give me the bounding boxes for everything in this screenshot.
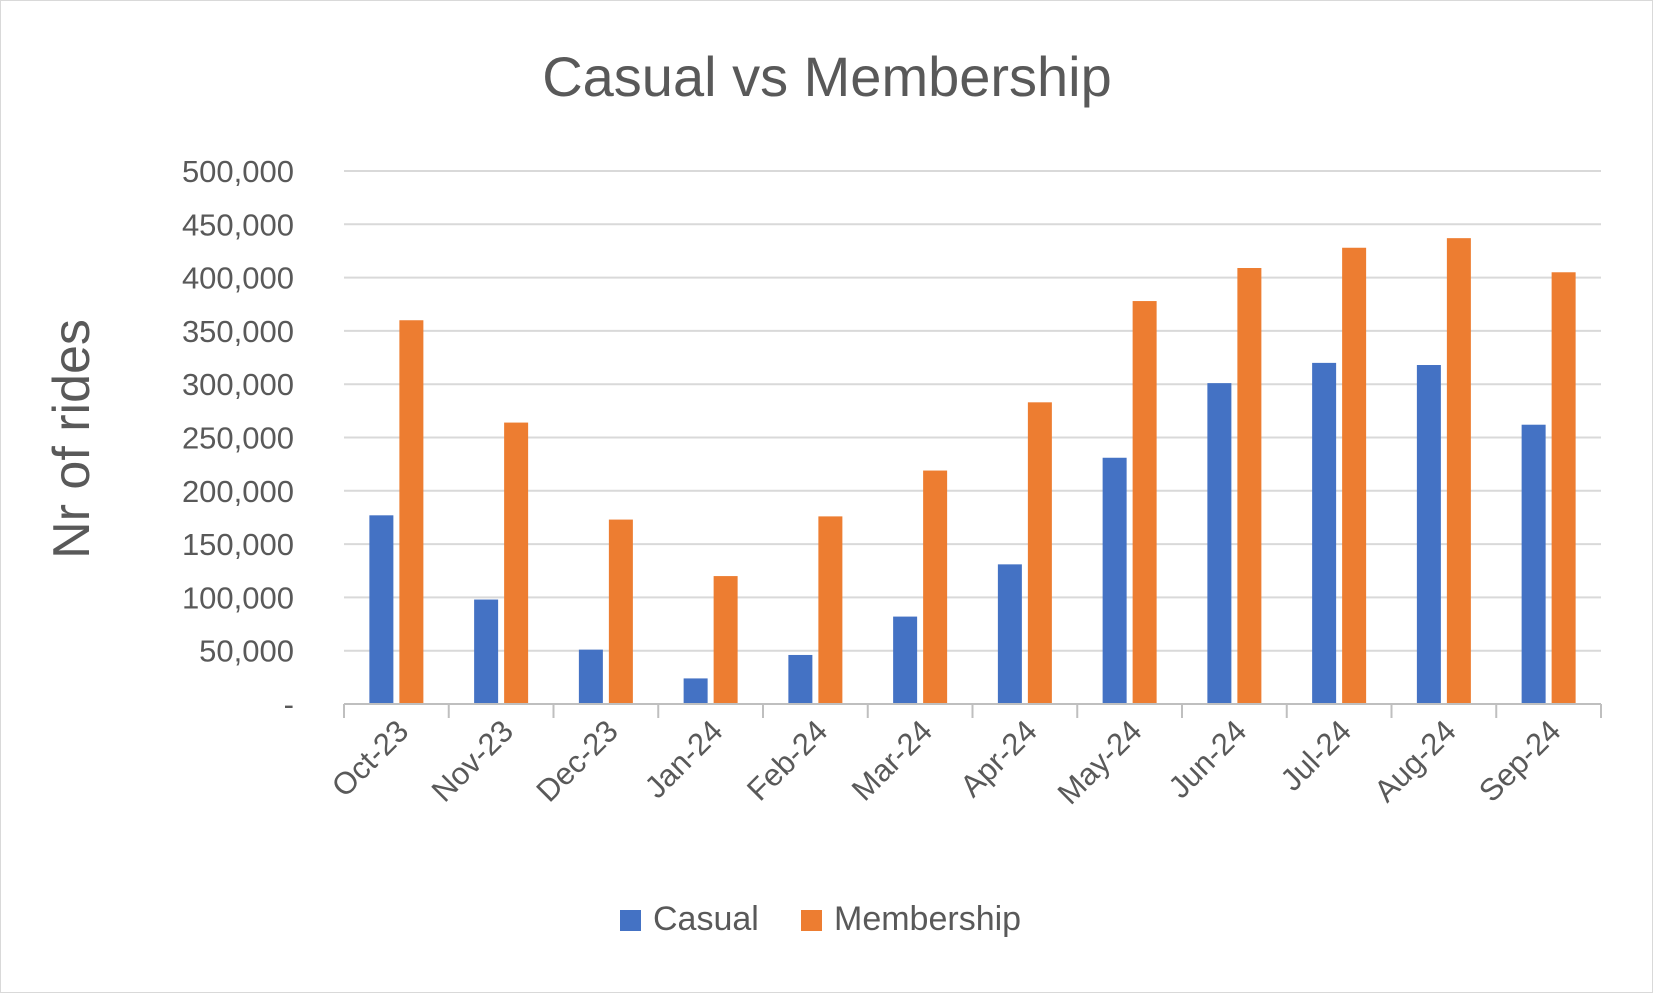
x-tick-label: Oct-23	[325, 713, 416, 804]
y-tick-label: 350,000	[182, 314, 294, 349]
y-tick-label: 150,000	[182, 527, 294, 562]
x-tick-label: Dec-23	[529, 713, 624, 808]
bar-membership-jun-24	[1237, 268, 1262, 704]
bar-membership-feb-24	[818, 516, 843, 704]
bar-membership-dec-23	[608, 519, 633, 704]
bar-casual-jan-24	[683, 678, 708, 704]
y-tick-label: 50,000	[199, 634, 294, 669]
bar-membership-aug-24	[1446, 238, 1471, 704]
bar-membership-may-24	[1132, 301, 1157, 704]
y-tick-label: -	[284, 687, 294, 722]
bar-membership-nov-23	[504, 422, 529, 704]
x-tick-label: Apr-24	[953, 713, 1044, 804]
y-axis-tick-labels: - 50,000 100,000 150,000 200,000 250,000 300,0…	[182, 154, 294, 722]
x-tick-label: May-24	[1051, 713, 1149, 811]
bar-casual-aug-24	[1416, 365, 1441, 704]
x-tick-label: Feb-24	[740, 713, 834, 807]
bar-membership-apr-24	[1027, 402, 1052, 704]
legend-label-casual: Casual	[653, 900, 759, 938]
chart-title: Casual vs Membership	[542, 45, 1112, 108]
y-axis-title: Nr of rides	[43, 319, 101, 559]
y-tick-label: 500,000	[182, 154, 294, 189]
y-tick-label: 450,000	[182, 207, 294, 242]
x-axis-tick-labels: Oct-23 Nov-23 Dec-23 Jan-24 Feb-24 Mar-24 Apr-…	[325, 713, 1568, 811]
y-tick-label: 200,000	[182, 474, 294, 509]
bar-membership-mar-24	[923, 470, 948, 704]
x-tick-label: Aug-24	[1367, 713, 1462, 808]
x-tick-label: Jun-24	[1162, 713, 1254, 805]
x-axis	[343, 703, 1602, 718]
bars	[369, 238, 1576, 704]
legend: Casual Membership	[620, 900, 1021, 938]
y-tick-label: 250,000	[182, 421, 294, 456]
bar-membership-jul-24	[1342, 247, 1367, 704]
bar-casual-mar-24	[893, 616, 918, 704]
bar-casual-oct-23	[369, 515, 394, 704]
bar-casual-feb-24	[788, 654, 813, 704]
bar-casual-dec-23	[578, 649, 603, 704]
y-tick-label: 300,000	[182, 367, 294, 402]
bar-casual-nov-23	[474, 599, 499, 704]
bar-casual-jun-24	[1207, 383, 1232, 704]
x-tick-label: Mar-24	[845, 713, 939, 807]
x-tick-label: Nov-23	[425, 713, 520, 808]
bar-casual-jul-24	[1312, 362, 1337, 704]
bar-membership-oct-23	[399, 320, 424, 704]
gridlines	[344, 170, 1601, 652]
x-tick-label: Jan-24	[638, 713, 730, 805]
bar-casual-may-24	[1102, 457, 1127, 704]
bar-casual-sep-24	[1521, 424, 1546, 704]
bar-membership-sep-24	[1551, 272, 1576, 704]
legend-swatch-membership	[801, 910, 822, 931]
legend-swatch-casual	[620, 910, 641, 931]
legend-label-membership: Membership	[834, 900, 1021, 938]
bar-casual-apr-24	[997, 564, 1022, 704]
y-tick-label: 400,000	[182, 261, 294, 296]
y-tick-label: 100,000	[182, 580, 294, 615]
x-tick-label: Jul-24	[1274, 713, 1358, 797]
x-tick-label: Sep-24	[1472, 713, 1567, 808]
bar-membership-jan-24	[713, 576, 738, 704]
